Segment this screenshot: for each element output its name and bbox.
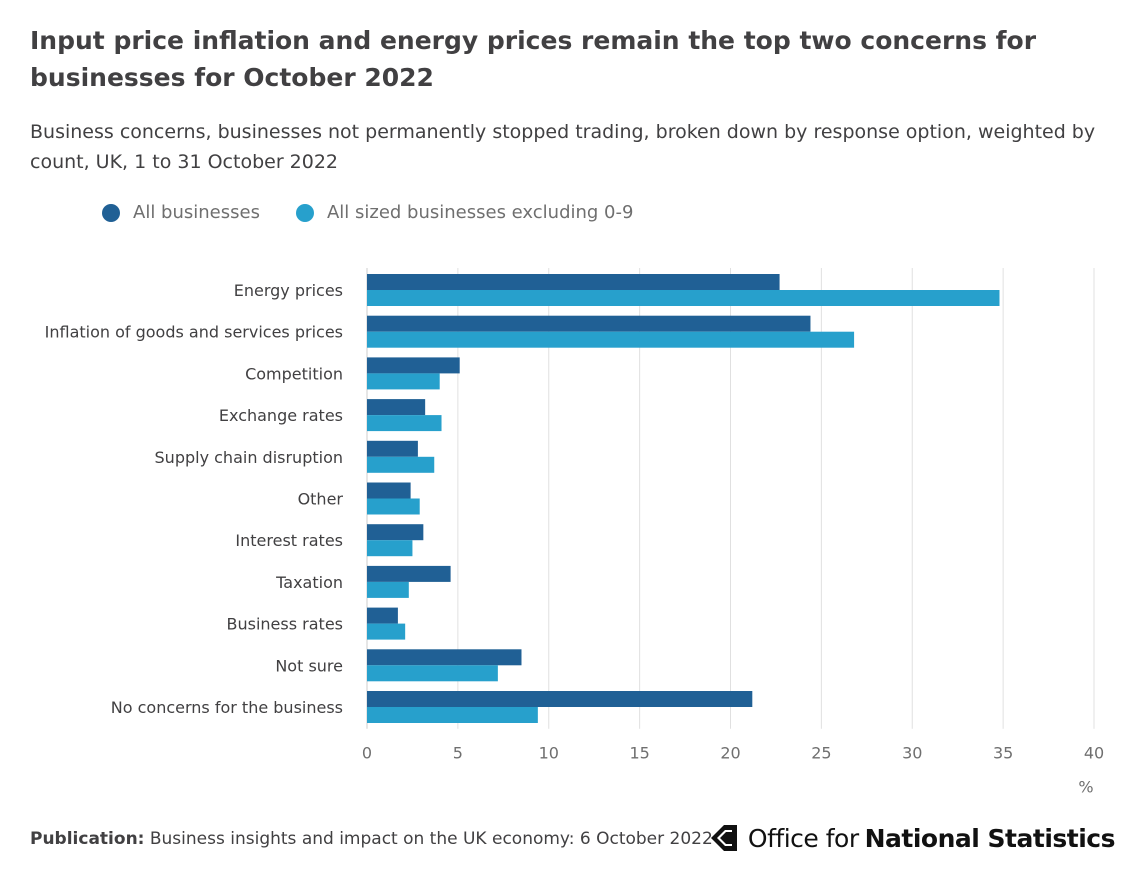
category-label: Business rates: [227, 615, 343, 634]
category-label: Interest rates: [235, 531, 343, 550]
x-tick-label: 0: [362, 744, 372, 763]
bar-series-1: [367, 440, 418, 457]
ons-logo-text-bold: National Statistics: [864, 823, 1116, 853]
bar-series-1: [367, 691, 753, 707]
ons-logo[interactable]: Office for National Statistics: [708, 822, 1116, 854]
ons-logo-icon: [710, 825, 737, 851]
bar-series-2: [367, 707, 538, 723]
x-tick-label: 15: [629, 744, 649, 763]
bar-series-2: [367, 331, 855, 348]
category-label: Supply chain disruption: [155, 448, 343, 467]
bar-series-1: [367, 357, 460, 374]
legend-dot-series-2: [295, 203, 314, 222]
category-label: No concerns for the business: [111, 698, 343, 717]
x-tick-label: 35: [993, 744, 1013, 763]
bar-series-1: [367, 524, 424, 541]
chart-subtitle: Business concerns, businesses not perman…: [30, 121, 1096, 173]
bar-series-1: [367, 482, 411, 499]
category-label: Energy prices: [234, 281, 343, 300]
bar-series-1: [367, 565, 451, 582]
category-label: Taxation: [275, 573, 343, 592]
bar-series-1: [367, 315, 811, 332]
x-unit-label: %: [1078, 778, 1093, 797]
bar-series-2: [367, 540, 413, 557]
x-tick-label: 10: [539, 744, 559, 763]
x-tick-label: 30: [902, 744, 922, 763]
ons-logo-text-regular: Office for: [747, 823, 859, 853]
publication-label: Publication:: [30, 829, 145, 849]
legend-dot-series-1: [102, 203, 120, 222]
bar-series-2: [367, 373, 440, 390]
category-label: Exchange rates: [219, 406, 343, 425]
legend-item-series-2[interactable]: All sized businesses excluding 0-9: [295, 202, 634, 223]
bar-series-2: [367, 415, 442, 432]
bar-series-1: [367, 399, 426, 416]
bar-series-2: [367, 581, 409, 598]
category-label: Competition: [245, 364, 343, 383]
category-label: Inflation of goods and services prices: [45, 323, 343, 342]
legend-label-series-1: All businesses: [133, 202, 260, 223]
category-label: Other: [298, 490, 344, 509]
x-tick-label: 25: [811, 744, 831, 763]
bar-series-2: [367, 456, 435, 473]
bar-series-2: [367, 498, 420, 515]
category-label: Not sure: [275, 656, 343, 675]
bar-series-2: [367, 665, 498, 682]
legend-item-series-1[interactable]: All businesses: [102, 202, 260, 223]
bar-series-2: [367, 623, 406, 640]
bar-series-2: [367, 290, 1000, 306]
bar-series-1: [367, 274, 780, 290]
x-tick-label: 5: [453, 744, 463, 763]
x-tick-label: 40: [1084, 744, 1104, 763]
bar-series-1: [367, 607, 398, 624]
chart-title: Input price inflation and energy prices …: [30, 26, 1037, 92]
legend-label-series-2: All sized businesses excluding 0-9: [326, 202, 634, 223]
publication-footer: Publication: Business insights and impac…: [30, 829, 713, 849]
publication-text: Business insights and impact on the UK e…: [149, 829, 713, 849]
legend: All businesses All sized businesses excl…: [102, 202, 669, 223]
x-tick-label: 20: [720, 744, 740, 763]
bar-chart: 0 5 10 15 20 25 30 35 40% Energy prices Inflation …: [45, 268, 1104, 797]
bar-series-1: [367, 649, 522, 666]
